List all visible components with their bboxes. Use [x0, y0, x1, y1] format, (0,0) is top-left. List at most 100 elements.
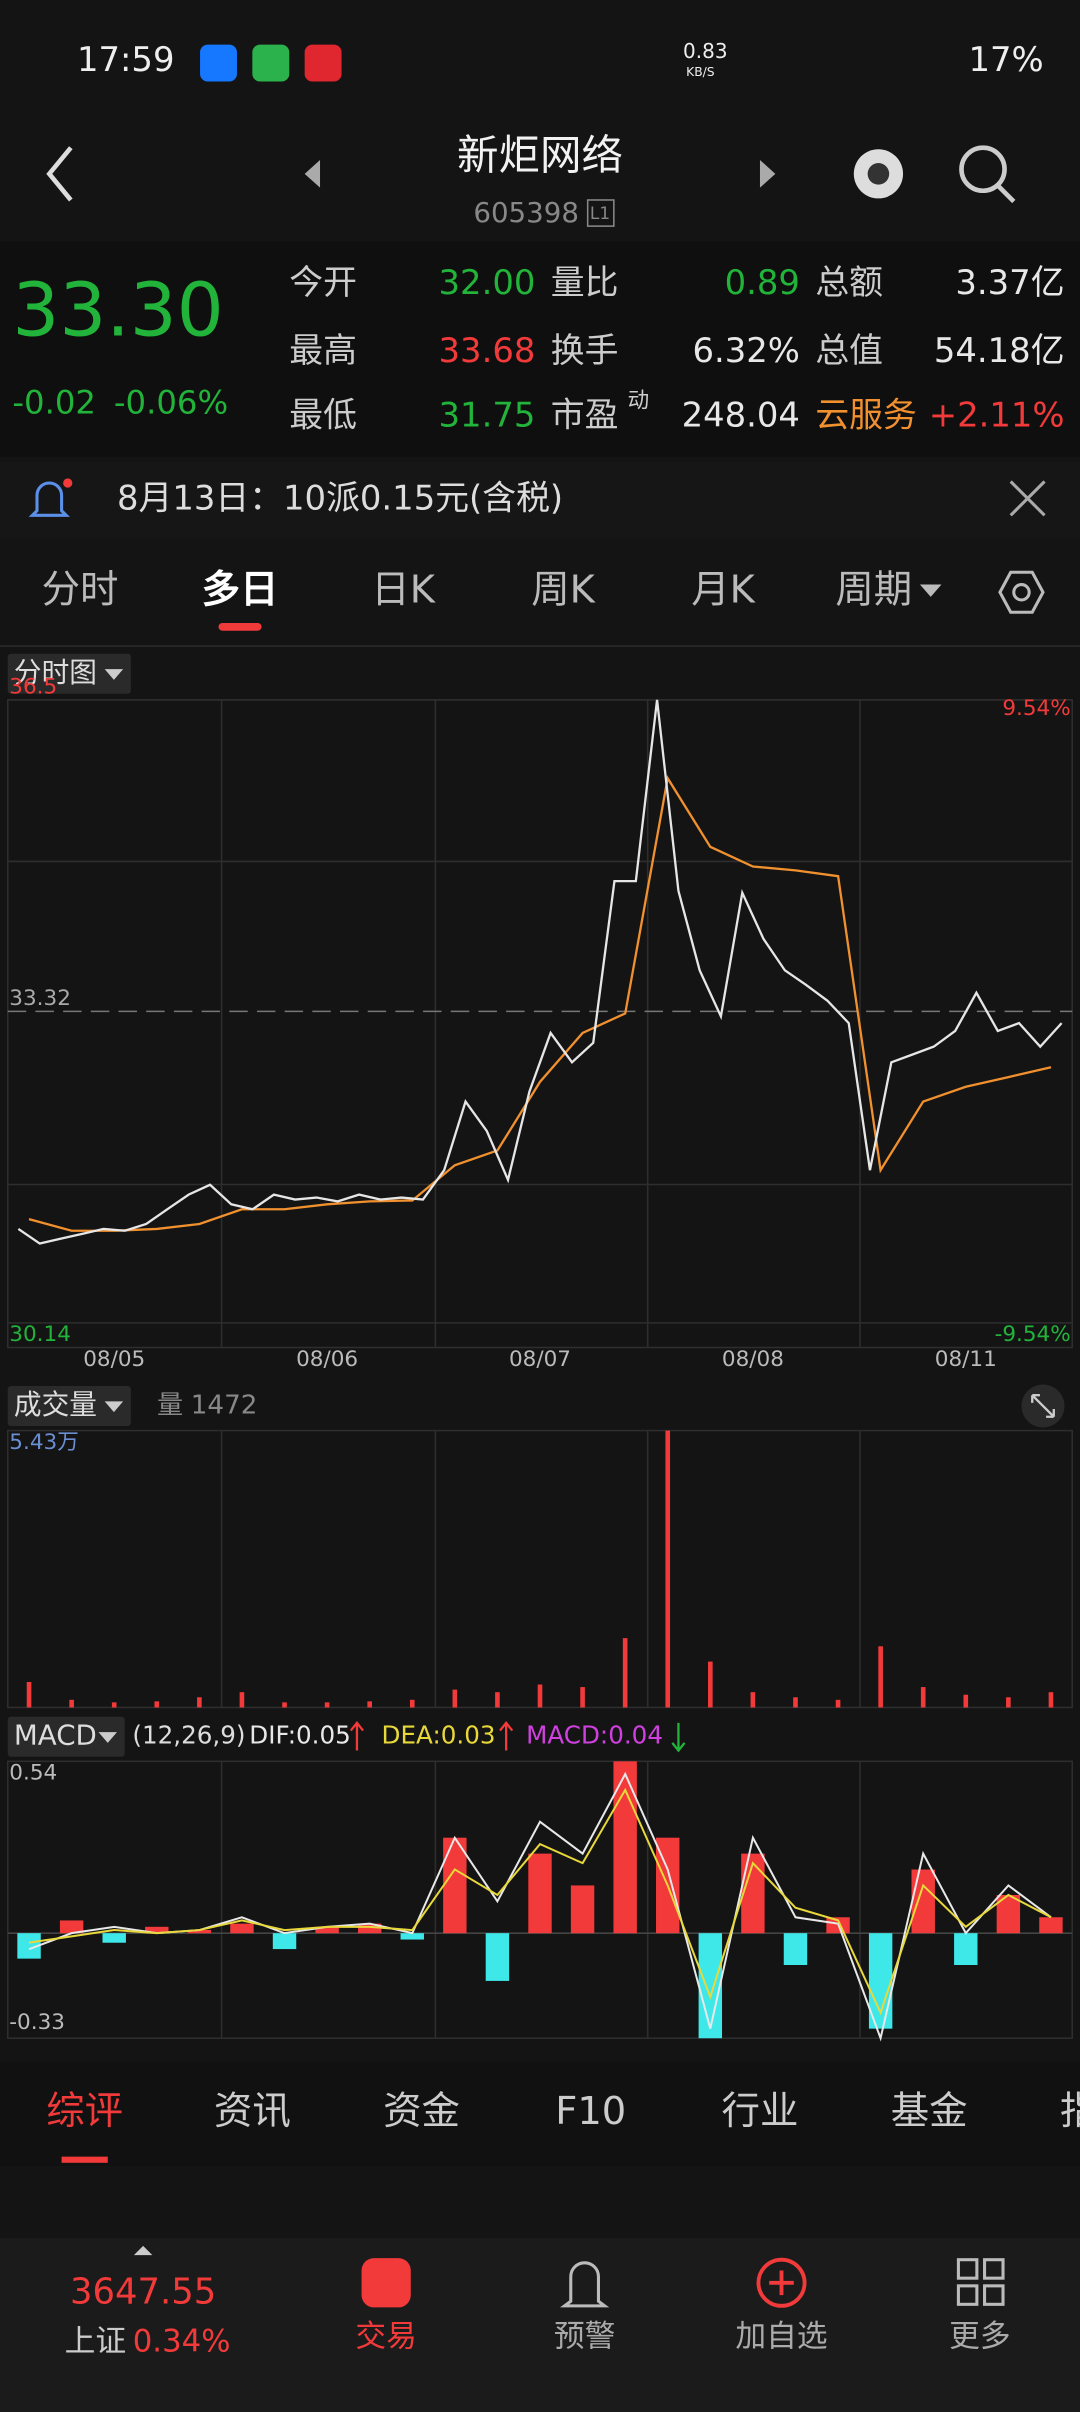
macd-bar [187, 1929, 212, 1934]
tab[interactable]: 日K [371, 568, 436, 613]
next-stock[interactable] [759, 159, 776, 188]
app-icon [200, 44, 237, 82]
notice-text: 8月13日：10派0.15元(含税) [117, 478, 563, 517]
volume-bar [324, 1702, 330, 1708]
macd-line [28, 1787, 1052, 2016]
add-plus [769, 2270, 794, 2296]
bottom-tab[interactable]: 资金 [383, 2089, 460, 2134]
macd-bar [570, 1885, 595, 1934]
field-value: 31.75 [439, 395, 536, 434]
chart-title[interactable]: 成交量 [14, 1388, 97, 1421]
chart-title[interactable]: MACD [14, 1719, 97, 1752]
bottom-tab[interactable]: 行业 [722, 2089, 799, 2134]
macd-bar [698, 1933, 723, 2039]
x-tick-label: 08/05 [83, 1347, 145, 1372]
index-name[interactable]: 上证 [65, 2323, 127, 2359]
bottom-tab[interactable]: 指数 [1060, 2089, 1080, 2134]
macd-indicator: MACD:0.04 [526, 1721, 663, 1750]
x-tick-label: 08/07 [509, 1347, 571, 1372]
volume-bar [750, 1692, 756, 1708]
status-battery: 17% [968, 40, 1043, 79]
quote-panel [0, 241, 1080, 457]
prev-stock[interactable] [304, 159, 321, 188]
settings-button[interactable] [998, 570, 1045, 614]
volume-bar [622, 1638, 628, 1708]
volume-bar [239, 1692, 245, 1708]
add-icon[interactable] [756, 2257, 807, 2308]
chart-title[interactable]: 分时图 [14, 656, 97, 689]
volume-bar [878, 1646, 883, 1708]
y-tick-label: 5.43万 [9, 1430, 78, 1455]
app-icon [252, 44, 290, 82]
settings-center [1012, 583, 1031, 602]
price: 33.30 [12, 267, 223, 353]
field-label: 最高 [289, 331, 357, 370]
expand-arrow[interactable] [133, 2245, 153, 2256]
y-tick-label: 36.5 [9, 675, 57, 700]
bottom-tab[interactable]: 基金 [891, 2089, 968, 2134]
trade-icon[interactable] [361, 2258, 411, 2308]
bell-dot [63, 478, 73, 488]
macd-bar [485, 1933, 510, 1981]
bottom-tab[interactable]: 资讯 [214, 2089, 291, 2134]
volume-bar [580, 1687, 585, 1708]
y-tick-label: 0.54 [9, 1761, 57, 1786]
nav-bar [0, 2238, 1080, 2412]
tab[interactable]: 月K [691, 568, 756, 613]
tab[interactable]: 多日 [202, 568, 279, 613]
notice-bar[interactable] [0, 461, 1080, 539]
macd-bar [102, 1933, 126, 1943]
price-change: -0.02 [12, 384, 96, 422]
alert-icon[interactable] [559, 2261, 610, 2308]
trend-arrow [349, 1721, 365, 1751]
dropdown-arrow [919, 584, 942, 597]
nav-item[interactable]: 更多 [949, 2319, 1011, 2355]
title-dropdown [104, 669, 124, 680]
y2-tick-label: -9.54% [995, 1322, 1071, 1347]
volume-bar [409, 1699, 415, 1708]
volume-bar [452, 1689, 458, 1708]
tab[interactable]: 分时 [42, 568, 119, 613]
back-button[interactable] [46, 146, 73, 202]
chart-title-box[interactable] [7, 1385, 131, 1426]
more-icon[interactable] [956, 2258, 1005, 2306]
tab[interactable]: 周K [531, 568, 596, 613]
status-speed: 0.83 [683, 39, 728, 63]
volume-bar [197, 1697, 202, 1708]
price-line [28, 775, 1052, 1232]
nav-item[interactable]: 预警 [554, 2319, 616, 2355]
volume-bar [835, 1699, 841, 1708]
volume-bar [367, 1701, 372, 1708]
macd-bar [400, 1933, 424, 1940]
field-label: 云服务 [815, 395, 916, 434]
field-value: 3.37亿 [955, 263, 1064, 302]
macd-bar [954, 1933, 978, 1966]
close-notice[interactable] [1009, 480, 1046, 517]
field-label: 最低 [289, 395, 357, 434]
search-button[interactable] [959, 145, 1007, 194]
macd-bar [230, 1923, 254, 1934]
chart-title-box[interactable] [7, 653, 131, 694]
tab[interactable]: 周期 [835, 568, 912, 613]
level-badge [586, 199, 615, 227]
nav-item[interactable]: 交易 [355, 2319, 417, 2355]
field-label: 总额 [815, 263, 883, 302]
app-icon [304, 44, 342, 82]
price-line [17, 699, 1063, 1245]
volume-bar [495, 1692, 500, 1708]
title-dropdown [98, 1732, 117, 1743]
nav-item[interactable]: 加自选 [735, 2319, 827, 2355]
search-handle [996, 184, 1016, 204]
bottom-tab[interactable]: 综评 [46, 2089, 123, 2134]
volume-bar [920, 1687, 926, 1708]
volume-bar [69, 1699, 74, 1708]
macd-bar [1039, 1917, 1063, 1934]
index-value[interactable]: 3647.55 [70, 2272, 216, 2313]
bottom-tab[interactable]: F10 [555, 2089, 626, 2134]
macd-bar [528, 1853, 552, 1934]
chart-title-box[interactable] [7, 1716, 125, 1757]
macd-bar [315, 1926, 339, 1934]
macd-bar [996, 1894, 1021, 1934]
index-pct[interactable]: 0.34% [133, 2323, 231, 2359]
